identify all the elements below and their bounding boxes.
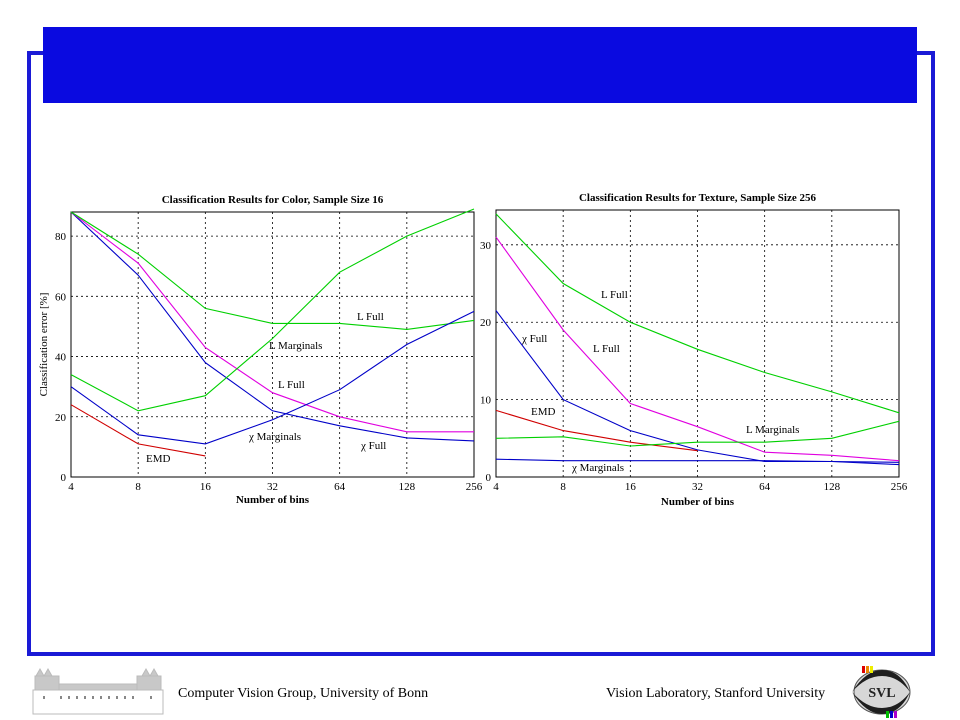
series-line-blue [495, 458, 900, 463]
y-tick-label: 0 [61, 472, 67, 484]
series-line-green [70, 208, 475, 412]
series-line-magenta [495, 236, 900, 462]
series-line-red [495, 409, 698, 452]
footer-left-text: Computer Vision Group, University of Bon… [178, 686, 429, 701]
x-tick-label: 8 [135, 481, 141, 493]
y-tick-label: 60 [55, 291, 67, 303]
y-tick-label: 10 [480, 395, 492, 407]
x-tick-label: 256 [466, 481, 483, 493]
y-tick-label: 80 [55, 231, 67, 243]
series-line-magenta [70, 211, 474, 433]
series-line-green [495, 420, 900, 447]
color-chart: 4 8 16 32 64 128 256 0 20 40 60 80 L Full L Marginals… [38, 194, 483, 506]
series-annotation: χ Marginals [571, 462, 624, 474]
svl-logo-text: SVL [868, 686, 895, 701]
y-tick-label: 40 [55, 352, 67, 364]
series-annotation: χ Full [521, 333, 547, 345]
x-tick-label: 4 [493, 481, 499, 493]
texture-chart: 4 8 16 32 64 128 256 0 10 20 30 L Full χ Full L Full E… [480, 192, 908, 508]
series-annotation: L Full [601, 289, 628, 301]
y-tick-label: 20 [55, 412, 67, 424]
series-annotation: χ Marginals [248, 431, 301, 443]
x-tick-label: 32 [267, 481, 278, 493]
x-axis-label: Number of bins [661, 496, 735, 508]
y-tick-label: 30 [480, 240, 492, 252]
x-tick-label: 8 [560, 481, 566, 493]
series-line-blue [70, 211, 475, 442]
series-annotation: L Marginals [269, 340, 322, 352]
x-axis-label: Number of bins [236, 494, 310, 506]
x-tick-label: 128 [399, 481, 416, 493]
x-tick-label: 64 [334, 481, 346, 493]
university-bonn-logo-icon [32, 667, 164, 715]
x-tick-label: 128 [824, 481, 841, 493]
y-tick-label: 20 [480, 317, 492, 329]
x-tick-label: 32 [692, 481, 703, 493]
series-annotation: EMD [531, 406, 556, 418]
series-line-green [495, 213, 900, 414]
x-tick-label: 4 [68, 481, 74, 493]
svl-logo-icon: SVL [852, 666, 911, 718]
y-tick-label: 0 [486, 472, 492, 484]
x-tick-label: 16 [625, 481, 637, 493]
series-line-red [70, 404, 206, 457]
x-tick-label: 16 [200, 481, 212, 493]
series-line-blue [70, 310, 475, 445]
series-annotation: EMD [146, 453, 171, 465]
series-annotation: L Marginals [746, 424, 799, 436]
series-annotation: L Full [278, 379, 305, 391]
x-tick-label: 64 [759, 481, 771, 493]
series-annotation: L Full [357, 311, 384, 323]
series-annotation: L Full [593, 343, 620, 355]
y-axis-label: Classification error [%] [38, 293, 50, 397]
chart-title: Classification Results for Color, Sample… [162, 194, 384, 206]
series-line-green [70, 211, 475, 330]
chart-title: Classification Results for Texture, Samp… [579, 192, 817, 204]
slide-title-bar [43, 27, 917, 103]
x-tick-label: 256 [891, 481, 908, 493]
series-annotation: χ Full [360, 440, 386, 452]
footer-right-text: Vision Laboratory, Stanford University [606, 686, 826, 701]
